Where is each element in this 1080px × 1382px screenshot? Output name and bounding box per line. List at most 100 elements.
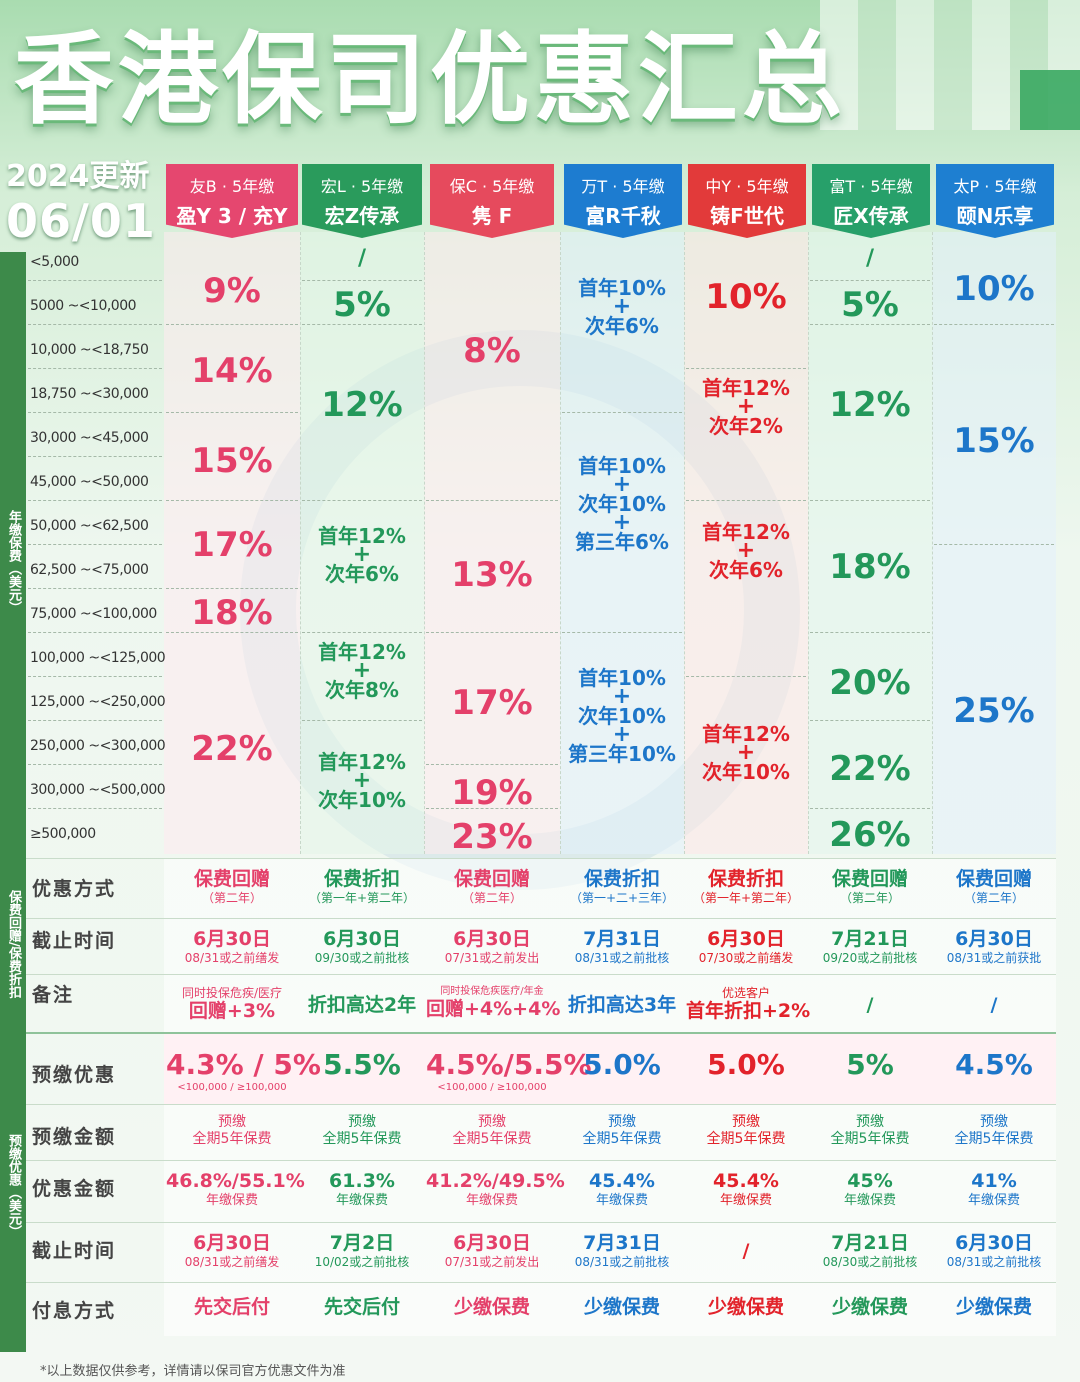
- rate-c5-tier2: 首年12% + 次年6%: [702, 520, 790, 582]
- premium-range: 75,000 ~<100,000: [30, 606, 157, 622]
- group-line: [562, 632, 682, 633]
- interest-cell: 先交后付: [193, 1296, 270, 1318]
- rate-c7-25: 25%: [953, 691, 1035, 731]
- premium-range: 62,500 ~<75,000: [30, 562, 149, 578]
- row-border: [26, 1104, 1056, 1105]
- column-bg-5: [684, 232, 808, 854]
- col-sep: [932, 232, 933, 854]
- column-header-2-product: 宏Z传承: [324, 204, 400, 228]
- update-day: 06/01: [6, 194, 156, 248]
- deadline2-cell: 6月30日 08/31或之前批核: [946, 1232, 1042, 1269]
- deadline-cell: 7月31日 08/31或之前批核: [574, 928, 670, 965]
- group-line: [426, 500, 558, 501]
- row-label-deadline2: 截止时间: [32, 1240, 117, 1262]
- row-border: [26, 1160, 1056, 1161]
- prepay-cell: 5.0%: [707, 1048, 785, 1081]
- group-line: [426, 808, 558, 809]
- group-line: [302, 720, 422, 721]
- row-border: [26, 1222, 1056, 1223]
- rate-c6-22: 22%: [829, 749, 911, 789]
- rate-c1-18: 18%: [191, 593, 273, 633]
- premium-range: 45,000 ~<50,000: [30, 474, 149, 490]
- column-header-1-product: 盈Y 3 / 充Y: [176, 204, 288, 228]
- column-header-6-product: 匠X传承: [833, 204, 909, 228]
- amount-cell: 预缴 全期5年保费: [706, 1114, 786, 1147]
- prepay-cell: 5.5%: [323, 1048, 401, 1081]
- terms-table: 优惠方式 截止时间 备注 预缴优惠 预缴金额 优惠金额 截止时间 付息方式 保费…: [26, 858, 1056, 1338]
- rate-c1-17: 17%: [191, 525, 273, 565]
- row-line: [28, 588, 162, 589]
- method-cell: 保费回赠 （第二年）: [453, 868, 530, 905]
- group-line: [686, 676, 806, 677]
- row-line: [28, 808, 162, 809]
- amount-cell: 预缴 全期5年保费: [582, 1114, 662, 1147]
- row-line: [28, 676, 162, 677]
- interest-cell: 少缴保费: [707, 1296, 784, 1318]
- note-cell: /: [990, 994, 998, 1016]
- col-sep: [300, 232, 301, 854]
- column-header-4: 万T · 5年缴 富R千秋: [564, 164, 682, 238]
- rate-c1-15: 15%: [191, 441, 273, 481]
- row-line: [28, 720, 162, 721]
- rate-c2-tier4: 首年12% + 次年8%: [318, 640, 406, 702]
- row-label-amount: 预缴金额: [32, 1126, 117, 1148]
- row-label-benefit: 优惠金额: [32, 1178, 117, 1200]
- group-line: [810, 500, 930, 501]
- rate-c7-15: 15%: [953, 421, 1035, 461]
- column-header-4-product: 富R千秋: [585, 204, 661, 228]
- amount-cell: 预缴 全期5年保费: [830, 1114, 910, 1147]
- method-cell: 保费折扣 （第一年+第二年）: [308, 868, 416, 905]
- column-bg-2: [300, 232, 424, 854]
- deadline2-cell: /: [742, 1240, 750, 1262]
- side-label-prepay: 预缴优惠（美元）: [6, 1134, 21, 1238]
- note-cell: /: [866, 994, 874, 1016]
- premium-range: ≥500,000: [30, 826, 96, 842]
- rate-c6-12: 12%: [829, 385, 911, 425]
- rate-c1-14: 14%: [191, 351, 273, 391]
- group-line: [302, 632, 422, 633]
- premium-range: 5000 ~<10,000: [30, 298, 137, 314]
- row-line: [28, 764, 162, 765]
- group-line: [166, 412, 298, 413]
- column-header-3-company: 保C · 5年缴: [449, 177, 535, 196]
- group-line: [810, 280, 930, 281]
- row-line: [28, 412, 162, 413]
- column-bg-4: [560, 232, 684, 854]
- group-line: [302, 500, 422, 501]
- column-header-5: 中Y · 5年缴铸F世代: [688, 164, 806, 238]
- deadline-cell: 6月30日 09/30或之前批核: [314, 928, 410, 965]
- column-header-5-company: 中Y · 5年缴: [705, 177, 789, 196]
- rate-c3-23: 23%: [451, 817, 533, 857]
- row-line: [28, 280, 162, 281]
- rate-c6-slash: /: [865, 246, 875, 271]
- group-line: [810, 808, 930, 809]
- group-line: [562, 412, 682, 413]
- col-sep: [424, 232, 425, 854]
- benefit-cell: 45.4% 年缴保费: [713, 1170, 779, 1208]
- method-cell: 保费回赠 （第二年）: [193, 868, 270, 905]
- footnote: *以上数据仅供参考，详情请以保司官方优惠文件为准: [40, 1364, 346, 1379]
- note-cell: 折扣高达2年: [307, 994, 417, 1016]
- premium-range: 50,000 ~<62,500: [30, 518, 149, 534]
- amount-cell: 预缴 全期5年保费: [322, 1114, 402, 1147]
- row-label-note: 备注: [32, 984, 75, 1006]
- rate-c2-tier3: 首年12% + 次年6%: [318, 524, 406, 586]
- rate-c5-tier1: 首年12% + 次年2%: [702, 376, 790, 438]
- premium-range: 18,750 ~<30,000: [30, 386, 149, 402]
- deadline2-cell: 7月2日 10/02或之前批核: [314, 1232, 410, 1269]
- interest-cell: 少缴保费: [831, 1296, 908, 1318]
- benefit-cell: 45.4% 年缴保费: [589, 1170, 655, 1208]
- note-cell: 同时投保危疾/医疗 回赠+3%: [181, 986, 283, 1023]
- column-bg-3: [424, 232, 560, 854]
- amount-cell: 预缴 全期5年保费: [452, 1114, 532, 1147]
- method-cell: 保费回赠 （第二年）: [955, 868, 1032, 905]
- prepay-cell: 4.5%: [955, 1048, 1033, 1081]
- column-header-5-product: 铸F世代: [710, 204, 784, 228]
- rate-c6-20: 20%: [829, 663, 911, 703]
- benefit-cell: 45% 年缴保费: [843, 1170, 896, 1208]
- rate-c6-18: 18%: [829, 547, 911, 587]
- column-header-6-company: 富T · 5年缴: [829, 177, 913, 196]
- column-bg-7: [932, 232, 1056, 854]
- group-line: [934, 544, 1054, 545]
- rate-c5-10: 10%: [705, 277, 787, 317]
